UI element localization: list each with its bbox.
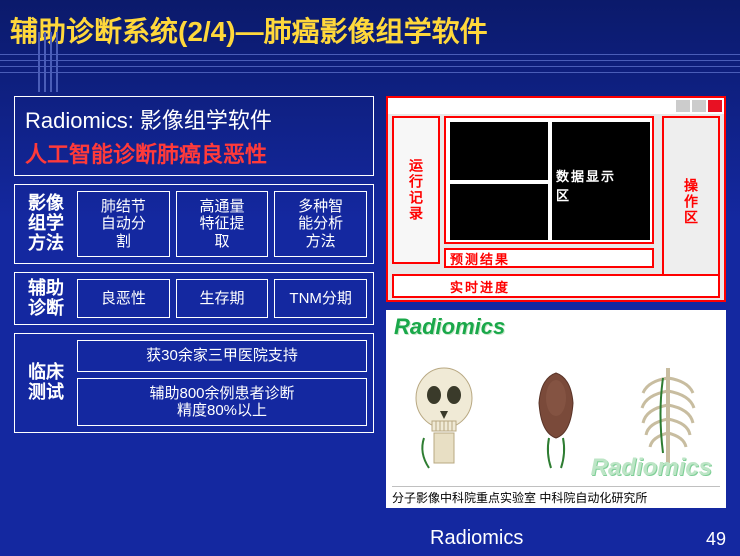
window-titlebar <box>388 98 724 114</box>
skull-icon <box>404 363 484 473</box>
assist-cell-2: 生存期 <box>176 279 269 319</box>
slide-title: 辅助诊断系统(2/4)—肺癌影像组学软件 <box>0 0 740 52</box>
radiomics-title: Radiomics <box>386 310 726 344</box>
organ-icon <box>521 363 591 473</box>
left-column: Radiomics: 影像组学软件 人工智能诊断肺癌良恶性 影像组学方法 肺结节… <box>14 96 374 508</box>
clinical-label: 临床测试 <box>21 340 71 426</box>
max-button <box>692 100 706 112</box>
runlog-label: 运行记录 <box>406 158 426 222</box>
clinical-row: 临床测试 获30余家三甲医院支持 辅助800余例患者诊断精度80%以上 <box>14 333 374 433</box>
intro-line1: Radiomics: 影像组学软件 <box>25 103 363 135</box>
radiomics-caption: 分子影像中科院重点实验室 中科院自动化研究所 <box>392 486 720 506</box>
close-button <box>708 100 722 112</box>
right-column: 运行记录 数据显示区 操作区 预测结果 <box>386 96 726 508</box>
method-cell-3: 多种智能分析方法 <box>274 191 367 257</box>
radiomics-panel: Radiomics <box>386 310 726 508</box>
title-underline <box>0 52 740 92</box>
intro-line2: 人工智能诊断肺癌良恶性 <box>25 137 363 169</box>
clinical-cell-2: 辅助800余例患者诊断精度80%以上 <box>77 378 367 427</box>
software-screenshot: 运行记录 数据显示区 操作区 预测结果 <box>386 96 726 302</box>
assist-label: 辅助诊断 <box>21 279 71 319</box>
page-number: 49 <box>706 529 726 550</box>
assist-row: 辅助诊断 良恶性 生存期 TNM分期 <box>14 272 374 326</box>
assist-cell-3: TNM分期 <box>274 279 367 319</box>
opsarea-label: 操作区 <box>681 178 701 226</box>
radiomics-title-2: Radiomics <box>591 454 712 482</box>
min-button <box>676 100 690 112</box>
method-label: 影像组学方法 <box>21 191 71 257</box>
content-area: Radiomics: 影像组学软件 人工智能诊断肺癌良恶性 影像组学方法 肺结节… <box>0 96 740 508</box>
method-cell-1: 肺结节自动分割 <box>77 191 170 257</box>
assist-cell-1: 良恶性 <box>77 279 170 319</box>
intro-box: Radiomics: 影像组学软件 人工智能诊断肺癌良恶性 <box>14 96 374 176</box>
progress-label: 实时进度 <box>450 277 510 296</box>
predict-label: 预测结果 <box>450 249 510 268</box>
clinical-cell-1: 获30余家三甲医院支持 <box>77 340 367 371</box>
footer-label: Radiomics <box>430 527 523 550</box>
dataarea-label: 数据显示区 <box>556 166 616 204</box>
method-cell-2: 高通量特征提取 <box>176 191 269 257</box>
method-row: 影像组学方法 肺结节自动分割 高通量特征提取 多种智能分析方法 <box>14 184 374 264</box>
